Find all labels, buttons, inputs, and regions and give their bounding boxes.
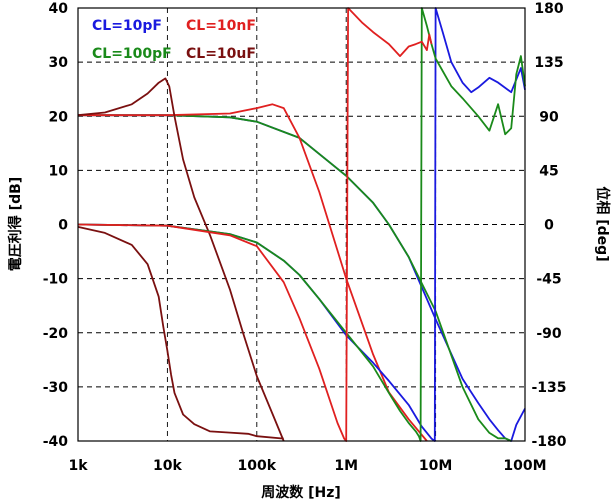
y-tick-label-left: 20 [49,109,69,125]
legend-item: CL=10nF [186,18,256,34]
y-tick-label-right: 180 [534,1,563,17]
y-tick-label-left: -30 [43,380,69,396]
legend-item: CL=10pF [92,18,162,34]
legend: CL=10pF CL=10nF CL=100pF CL=10uF [92,18,256,62]
legend-item: CL=10uF [186,46,256,62]
y-tick-label-right: 135 [534,55,563,71]
y-tick-label-left: 30 [49,55,69,71]
series-cl-10uf-phase [77,226,284,440]
series-cl-100pf-gain [78,114,512,442]
plot-frame [77,7,526,442]
x-tick-label: 100k [238,458,277,474]
series-cl-10nf-gain [78,103,428,442]
y-tick-label-right: -90 [536,326,562,342]
tick-labels: 1k 10k 100k 1M 10M 100M 40 30 20 10 0 -10 -20 -30 -40 1… [43,1,567,474]
y-axis-title-right: 位相 [deg] [594,186,611,261]
y-tick-label-right: -180 [531,434,566,450]
x-axis-title: 周波数 [Hz] [261,484,341,501]
y-tick-label-left: 10 [49,163,69,179]
x-tick-label: 10M [419,458,452,474]
y-tick-label-right: 45 [539,163,558,179]
legend-item: CL=100pF [92,46,172,62]
x-tick-label: 100M [503,458,546,474]
x-tick-label: 10k [153,458,182,474]
y-tick-label-left: -40 [43,434,69,450]
y-tick-label-left: -10 [43,272,69,288]
y-tick-label-right: 90 [539,109,559,125]
y-tick-label-right: 0 [544,218,554,234]
y-tick-label-left: -20 [43,326,69,342]
series-group [77,7,526,442]
x-tick-label: 1M [334,458,358,474]
y-axis-title-left: 電圧利得 [dB] [7,177,24,271]
y-tick-label-left: 0 [58,218,68,234]
y-tick-label-right: -45 [536,272,561,288]
series-cl-10uf-gain [77,77,285,442]
x-tick-label: 1k [68,458,88,474]
y-tick-label-right: -135 [531,380,566,396]
y-tick-label-left: 40 [49,1,69,17]
